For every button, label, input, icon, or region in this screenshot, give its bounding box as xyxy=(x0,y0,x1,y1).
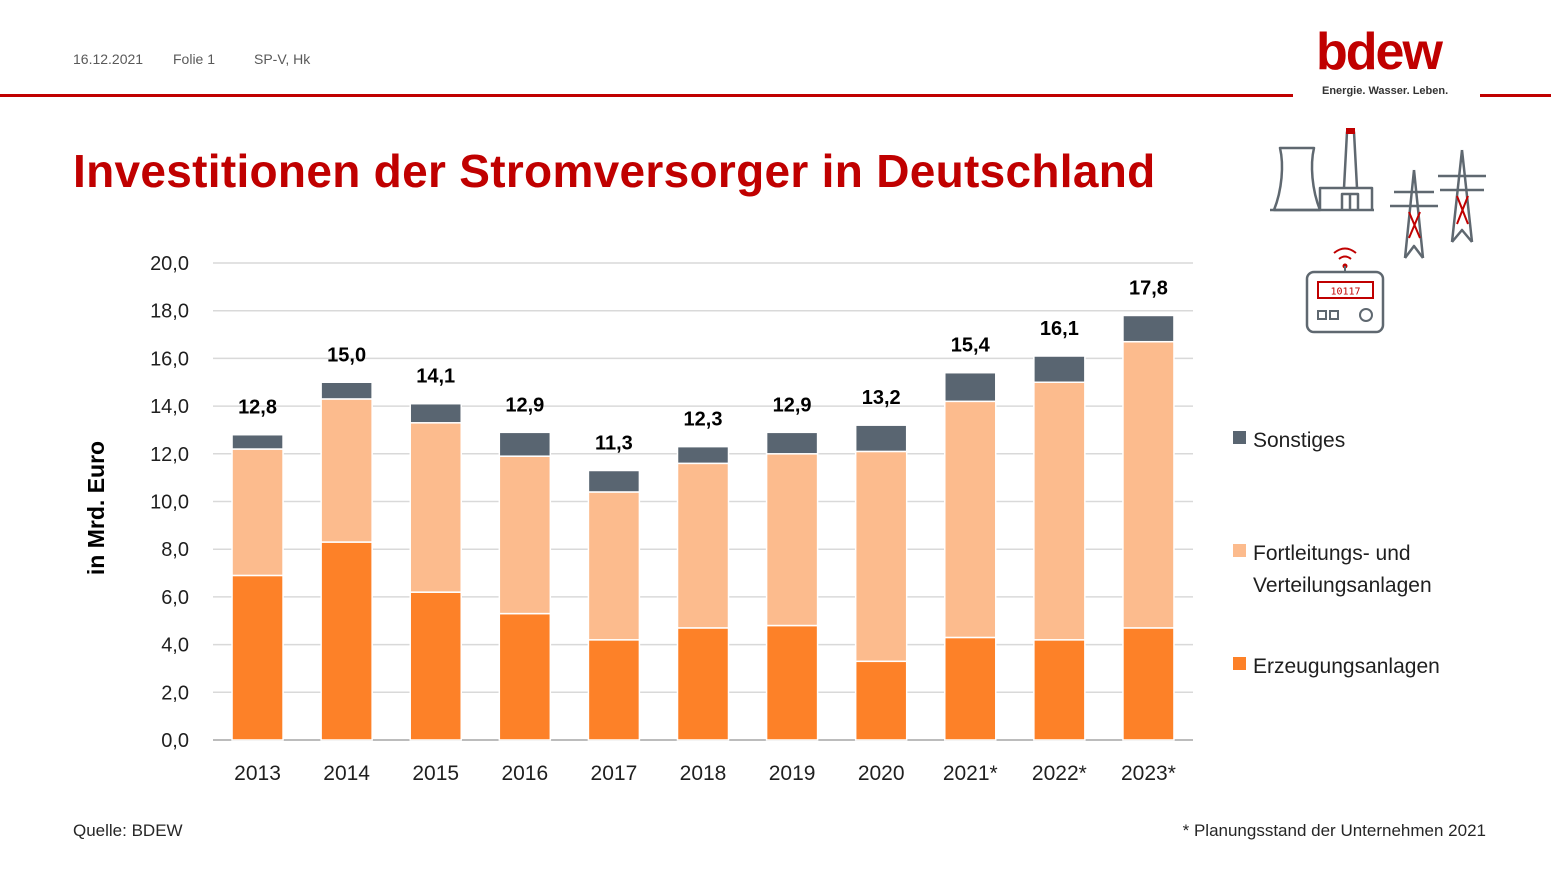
power-plant-icon xyxy=(1270,130,1374,212)
y-tick-label: 20,0 xyxy=(150,253,189,275)
bar-segment-erzeugung xyxy=(498,612,552,741)
bar-segment-erzeugung xyxy=(587,639,641,741)
bar-segment-sonstiges xyxy=(409,402,462,424)
header-rule-right xyxy=(1480,94,1551,97)
bar-segment-erzeugung xyxy=(676,627,730,741)
transmission-tower-icon xyxy=(1390,149,1486,259)
legend-swatch-fortleitung xyxy=(1233,544,1246,557)
y-tick-label: 0,0 xyxy=(161,730,189,752)
bar-segment-sonstiges xyxy=(944,371,997,403)
bar-segment-fortleitung xyxy=(944,400,997,639)
y-tick-label: 2,0 xyxy=(161,682,189,704)
source-note: Quelle: BDEW xyxy=(73,821,183,840)
x-tick-label: 2013 xyxy=(234,762,281,785)
slide-number: Folie 1 xyxy=(173,51,216,67)
x-tick-label: 2015 xyxy=(412,762,459,785)
total-label: 15,4 xyxy=(951,335,991,357)
page-title: Investitionen der Stromversorger in Deut… xyxy=(73,145,1156,197)
legend-item-fortleitung: Fortleitungs- und Verteilungsanlagen xyxy=(1233,538,1483,602)
chimney-accent xyxy=(1346,128,1355,134)
total-label: 12,3 xyxy=(684,409,723,431)
total-label: 16,1 xyxy=(1040,318,1079,340)
bar-segment-fortleitung xyxy=(320,398,373,543)
logo-tagline: Energie. Wasser. Leben. xyxy=(1322,85,1449,97)
y-tick-label: 14,0 xyxy=(150,396,189,418)
bar-segment-erzeugung xyxy=(1122,627,1175,741)
legend-label-erzeugung: Erzeugungsanlagen xyxy=(1253,655,1440,678)
bdew-logo: bdew xyxy=(1316,23,1443,81)
x-tick-label: 2016 xyxy=(501,762,548,785)
legend-item-sonstiges: Sonstiges xyxy=(1233,425,1483,457)
total-label: 12,8 xyxy=(238,397,277,419)
smart-meter-icon: 10117 xyxy=(1305,247,1385,334)
bar-segment-fortleitung xyxy=(1122,340,1175,629)
x-tick-label: 2020 xyxy=(858,762,905,785)
legend-swatch-erzeugung xyxy=(1233,657,1246,670)
bar-segment-fortleitung xyxy=(587,491,641,641)
bar-segment-sonstiges xyxy=(1033,355,1086,384)
bar-segment-fortleitung xyxy=(231,448,284,577)
legend-item-erzeugung: Erzeugungsanlagen xyxy=(1233,651,1483,683)
x-tick-label: 2022* xyxy=(1032,762,1087,785)
bar-segment-sonstiges xyxy=(765,431,819,455)
bar-segment-sonstiges xyxy=(1122,314,1175,343)
y-tick-label: 6,0 xyxy=(161,587,189,609)
bar-segment-erzeugung xyxy=(231,574,284,741)
footnote: * Planungsstand der Unternehmen 2021 xyxy=(1182,821,1486,840)
bar-segment-erzeugung xyxy=(854,660,908,741)
x-tick-label: 2023* xyxy=(1121,762,1176,785)
slide-date: 16.12.2021 xyxy=(73,51,144,67)
bar-segment-erzeugung xyxy=(320,541,373,741)
bar-segment-fortleitung xyxy=(1033,381,1086,641)
bar-segment-sonstiges xyxy=(498,431,552,457)
y-tick-label: 16,0 xyxy=(150,348,189,370)
total-label: 12,9 xyxy=(505,394,544,416)
bar-segment-sonstiges xyxy=(320,381,373,400)
x-tick-label: 2019 xyxy=(769,762,816,785)
investment-chart: 0,0 2,0 4,0 6,0 8,0 10,0 12,0 14,0 16,0 18,0 20,0 1… xyxy=(83,253,1193,785)
total-label: 14,1 xyxy=(416,366,455,388)
y-tick-label: 12,0 xyxy=(150,444,189,466)
bar-segment-sonstiges xyxy=(587,469,641,493)
bar-segment-fortleitung xyxy=(498,455,552,615)
bar-segment-sonstiges xyxy=(854,424,908,453)
bar-segment-sonstiges xyxy=(676,445,730,465)
y-axis-title: in Mrd. Euro xyxy=(83,441,109,575)
total-label: 13,2 xyxy=(862,387,901,409)
y-tick-label: 18,0 xyxy=(150,301,189,323)
bar-segment-erzeugung xyxy=(765,624,819,741)
bar-segment-erzeugung xyxy=(1033,639,1086,741)
meter-display-text: 10117 xyxy=(1330,287,1360,298)
bar-segment-erzeugung xyxy=(409,591,462,741)
bar-segment-fortleitung xyxy=(854,450,908,663)
bar-segment-fortleitung xyxy=(765,453,819,627)
legend-label-sonstiges: Sonstiges xyxy=(1253,429,1346,452)
bar-segment-fortleitung xyxy=(409,422,462,593)
bar-segment-erzeugung xyxy=(944,636,997,741)
total-label: 15,0 xyxy=(327,344,366,366)
legend-swatch-sonstiges xyxy=(1233,431,1246,444)
total-label: 11,3 xyxy=(595,432,633,454)
bar-segment-fortleitung xyxy=(676,462,730,629)
slide-author: SP-V, Hk xyxy=(254,51,311,67)
legend-label-fortleitung: Fortleitungs- und Verteilungsanlagen xyxy=(1253,542,1432,597)
y-tick-label: 8,0 xyxy=(161,539,189,561)
y-tick-label: 10,0 xyxy=(150,492,189,514)
x-tick-label: 2017 xyxy=(591,762,638,785)
x-tick-label: 2021* xyxy=(943,762,998,785)
header-rule-left xyxy=(0,94,1293,97)
x-tick-label: 2014 xyxy=(323,762,370,785)
y-tick-label: 4,0 xyxy=(161,635,189,657)
x-tick-label: 2018 xyxy=(680,762,727,785)
total-label: 12,9 xyxy=(773,394,812,416)
energy-illustration: 10117 xyxy=(1270,128,1486,334)
total-label: 17,8 xyxy=(1129,277,1168,299)
bar-segment-sonstiges xyxy=(231,433,284,450)
